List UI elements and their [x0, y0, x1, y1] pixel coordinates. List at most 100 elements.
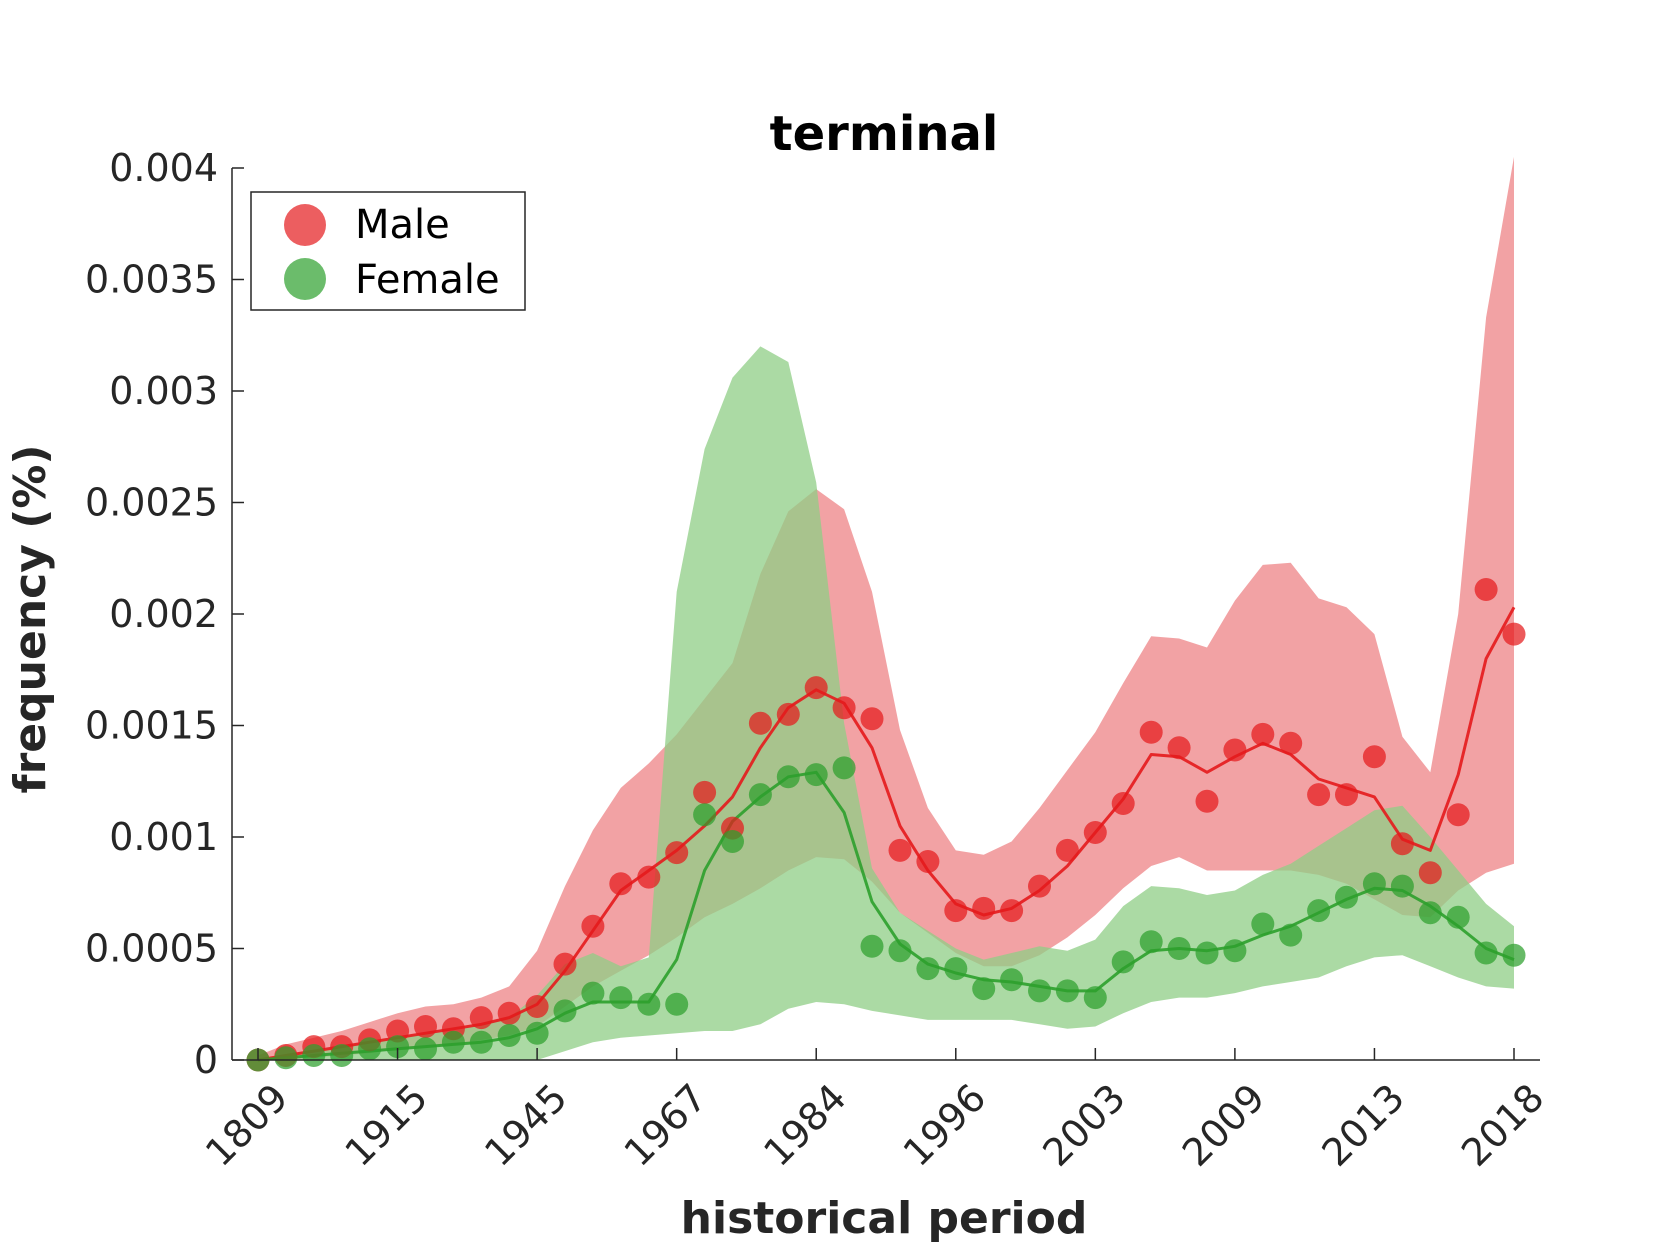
female-point [1390, 874, 1414, 898]
female-point [1502, 943, 1526, 967]
female-point [302, 1044, 326, 1067]
legend: Male Female [250, 191, 526, 311]
chart-title: terminal [770, 106, 999, 162]
male-point [776, 702, 800, 726]
y-tick-label: 0.003 [109, 369, 218, 413]
female-point [944, 957, 968, 981]
male-point [693, 780, 717, 804]
male-point [497, 1001, 521, 1025]
male-point [1474, 578, 1498, 601]
y-tick-label: 0.0025 [85, 481, 218, 525]
female-point [916, 957, 940, 981]
female-point [1474, 941, 1498, 965]
male-point [469, 1006, 493, 1030]
y-tick-label: 0 [194, 1038, 218, 1082]
y-axis-title: frequency (%) [5, 444, 56, 793]
male-point [1251, 722, 1275, 746]
male-point [972, 896, 996, 920]
female-point [274, 1046, 298, 1070]
y-tick-label: 0.0005 [85, 927, 218, 971]
female-point [693, 803, 717, 827]
male-point [1362, 745, 1386, 769]
male-point [1279, 731, 1303, 755]
female-point [414, 1037, 437, 1061]
female-point [330, 1044, 354, 1067]
female-point [1195, 941, 1219, 965]
female-point [469, 1030, 493, 1054]
male-point [832, 696, 856, 720]
male-point [1195, 789, 1219, 813]
female-point [832, 756, 856, 780]
male-point [553, 952, 577, 976]
female-point [804, 763, 828, 787]
female-point [581, 981, 605, 1005]
male-point [1055, 838, 1079, 862]
x-axis-title: historical period [681, 1193, 1088, 1244]
female-point [721, 830, 744, 853]
female-point [1223, 939, 1247, 963]
male-confidence-band [258, 156, 1514, 1060]
male-point [1223, 738, 1247, 762]
y-tick-label: 0.0015 [85, 704, 218, 748]
female-point [497, 1024, 521, 1047]
male-trend-line [257, 606, 1516, 1062]
female-point [888, 939, 912, 963]
female-point [1083, 986, 1107, 1010]
male-point [1418, 861, 1442, 885]
male-point [637, 865, 661, 889]
male-point [1083, 821, 1107, 844]
female-point [1167, 937, 1191, 960]
male-point [1111, 792, 1135, 815]
male-point [609, 872, 633, 896]
legend-female-label: Female [355, 257, 500, 303]
male-point [1446, 803, 1470, 827]
male-point [944, 899, 968, 923]
female-point [386, 1035, 410, 1059]
female-point [776, 765, 800, 789]
female-point [609, 986, 633, 1010]
female-point [553, 999, 577, 1023]
male-point [1502, 622, 1526, 646]
legend-female-marker [284, 258, 326, 300]
legend-male-label: Male [355, 202, 450, 248]
female-point [1055, 979, 1079, 1003]
female-point [1307, 899, 1331, 923]
female-point [525, 1021, 549, 1045]
male-point [1139, 720, 1163, 744]
female-point [1111, 950, 1135, 974]
male-point [1167, 736, 1191, 760]
female-point [1335, 885, 1358, 909]
male-point [1000, 899, 1024, 923]
female-point [1446, 905, 1470, 929]
male-point [888, 838, 912, 862]
male-point [525, 995, 549, 1018]
female-point [1279, 923, 1303, 947]
female-confidence-band [258, 346, 1514, 1060]
female-point [441, 1030, 465, 1054]
female-point [748, 783, 772, 807]
male-point [916, 850, 940, 873]
male-point [1390, 832, 1414, 856]
male-point [1028, 874, 1051, 898]
y-tick-label: 0.002 [109, 592, 218, 636]
female-point [1362, 872, 1386, 896]
female-point [1139, 930, 1163, 954]
male-point [414, 1015, 437, 1038]
male-point [860, 707, 884, 731]
male-point [748, 711, 772, 735]
female-point [972, 977, 996, 1001]
male-point [665, 841, 689, 865]
female-point [358, 1037, 382, 1061]
female-point [860, 934, 884, 958]
male-point [581, 914, 605, 938]
female-point [665, 992, 689, 1016]
male-point [804, 676, 828, 700]
y-tick-label: 0.0035 [85, 258, 218, 302]
female-trend-line [257, 770, 1515, 1062]
male-point [1335, 783, 1358, 807]
y-tick-label: 0.001 [109, 815, 218, 859]
y-tick-label: 0.004 [109, 146, 218, 190]
female-point [637, 992, 661, 1016]
female-point [1028, 979, 1051, 1003]
